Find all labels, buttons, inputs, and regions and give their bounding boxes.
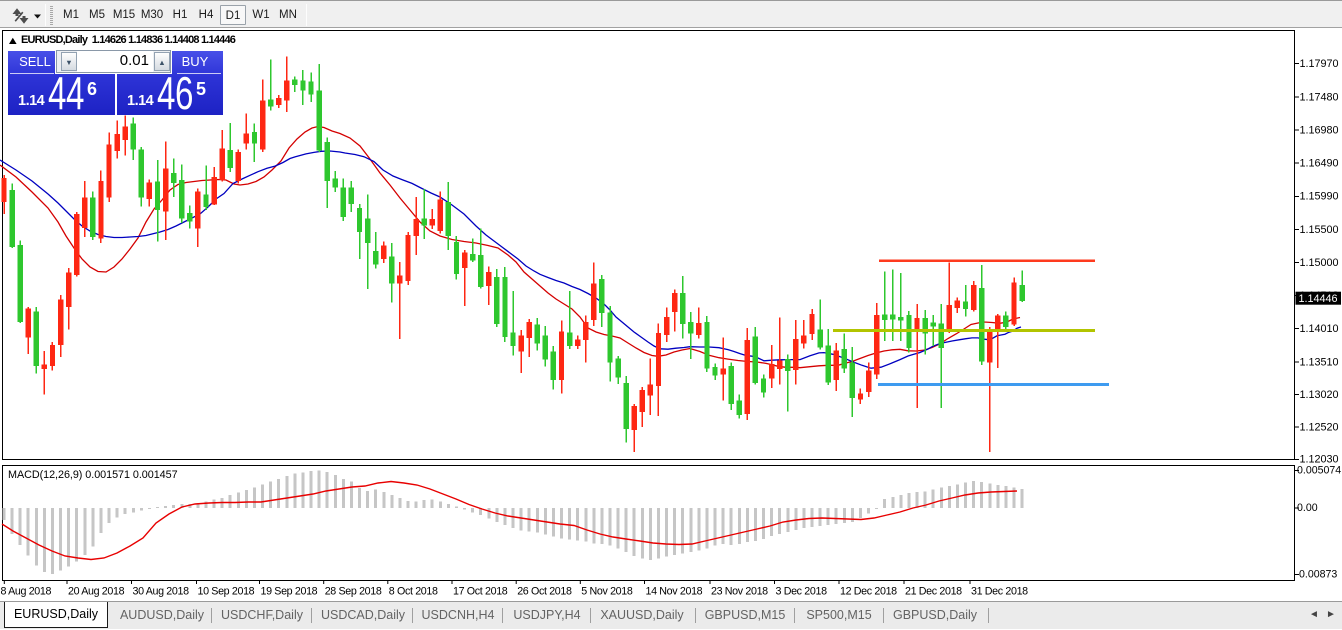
svg-text:8 Oct 2018: 8 Oct 2018: [389, 585, 438, 597]
svg-text:17 Oct 2018: 17 Oct 2018: [453, 585, 508, 597]
svg-text:0.00: 0.00: [1297, 502, 1318, 514]
svg-text:1.15500: 1.15500: [1300, 224, 1339, 236]
svg-text:1.13510: 1.13510: [1300, 357, 1339, 369]
svg-text:1.16980: 1.16980: [1300, 125, 1339, 137]
svg-text:1.13020: 1.13020: [1300, 389, 1339, 401]
svg-text:30 Aug 2018: 30 Aug 2018: [133, 585, 190, 597]
svg-text:1.12030: 1.12030: [1300, 454, 1339, 466]
svg-text:21 Dec 2018: 21 Dec 2018: [905, 585, 962, 597]
svg-text:1.17970: 1.17970: [1300, 58, 1339, 70]
svg-text:26 Oct 2018: 26 Oct 2018: [517, 585, 572, 597]
svg-text:1.14446: 1.14446: [1299, 293, 1338, 305]
svg-text:10 Sep 2018: 10 Sep 2018: [198, 585, 255, 597]
svg-text:1.15000: 1.15000: [1300, 257, 1339, 269]
svg-text:5 Nov 2018: 5 Nov 2018: [581, 585, 633, 597]
svg-text:19 Sep 2018: 19 Sep 2018: [261, 585, 318, 597]
svg-text:1.15990: 1.15990: [1300, 191, 1339, 203]
svg-text:3 Dec 2018: 3 Dec 2018: [776, 585, 828, 597]
svg-text:14 Nov 2018: 14 Nov 2018: [646, 585, 703, 597]
svg-text:23 Nov 2018: 23 Nov 2018: [711, 585, 768, 597]
svg-text:1.14010: 1.14010: [1300, 323, 1339, 335]
svg-text:EURUSD,Daily 1.14626 1.14836: EURUSD,Daily 1.14626 1.14836 1.14408 1.1…: [21, 34, 236, 46]
svg-text:28 Sep 2018: 28 Sep 2018: [325, 585, 382, 597]
svg-text:31 Dec 2018: 31 Dec 2018: [971, 585, 1028, 597]
svg-text:-0.00873: -0.00873: [1296, 569, 1338, 581]
svg-text:1.17480: 1.17480: [1300, 91, 1339, 103]
svg-text:0.005074: 0.005074: [1297, 465, 1341, 477]
svg-text:8 Aug 2018: 8 Aug 2018: [1, 585, 52, 597]
svg-text:1.16490: 1.16490: [1300, 158, 1339, 170]
svg-text:MACD(12,26,9) 0.001571 0.00145: MACD(12,26,9) 0.001571 0.001457: [8, 469, 178, 481]
svg-text:20 Aug 2018: 20 Aug 2018: [68, 585, 125, 597]
svg-text:1.12520: 1.12520: [1300, 421, 1339, 433]
svg-text:12 Dec 2018: 12 Dec 2018: [840, 585, 897, 597]
